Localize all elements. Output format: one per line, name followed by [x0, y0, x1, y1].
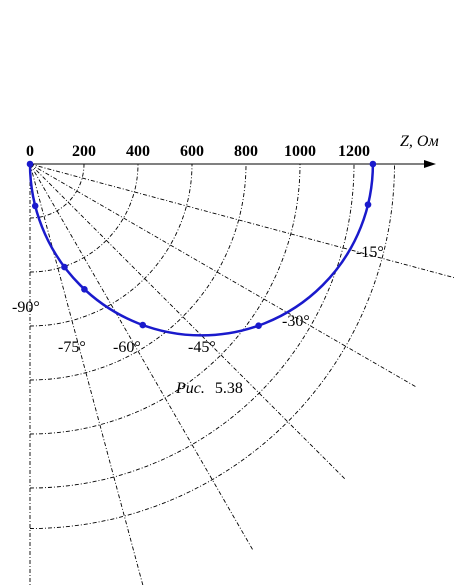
locus-point — [369, 160, 377, 168]
angle-labels: -15° -30° -45° -60° -75° -90° — [12, 244, 384, 356]
z-tick-label: 1200 — [338, 143, 370, 160]
locus-point — [31, 202, 39, 210]
magnitude-arc — [29, 163, 301, 435]
angle-label: -90° — [12, 299, 40, 316]
angle-ray-line — [29, 163, 254, 551]
figure-caption: Рис. 5.38 — [175, 380, 243, 397]
angle-label: -60° — [113, 339, 141, 356]
magnitude-arc — [29, 163, 247, 381]
magnitude-arc — [29, 163, 395, 529]
angle-ray-line — [29, 163, 346, 480]
angle-label: -45° — [188, 339, 216, 356]
locus-point — [139, 321, 147, 329]
angle-ray-line — [29, 163, 454, 279]
z-tick-label: 200 — [72, 143, 96, 160]
z-tick-label: 0 — [26, 143, 34, 160]
angle-ray-line — [29, 163, 144, 585]
angle-ray-line — [29, 163, 417, 388]
locus-point — [255, 322, 262, 329]
locus-points — [26, 160, 377, 329]
locus-point — [81, 285, 88, 293]
figure-caption-prefix: Рис. — [175, 380, 205, 397]
magnitude-arc — [29, 163, 85, 219]
figure-caption-number: 5.38 — [215, 380, 243, 397]
z-axis-ticks: 0 200 400 600 800 1000 1200 — [26, 143, 370, 160]
magnitude-arc — [29, 163, 193, 327]
z-axis-arrow-icon — [424, 160, 436, 168]
z-tick-label: 600 — [180, 143, 204, 160]
angle-label: -75° — [58, 339, 86, 356]
z-axis — [30, 160, 436, 168]
angle-label: -30° — [282, 313, 310, 330]
impedance-locus-curve — [28, 163, 375, 337]
z-tick-label: 1000 — [284, 143, 316, 160]
angle-label: -15° — [356, 244, 384, 261]
magnitude-arc — [29, 163, 139, 273]
locus-point — [26, 160, 34, 168]
polar-grid — [29, 163, 454, 585]
z-axis-label: Z, Ом — [400, 133, 439, 150]
z-tick-label: 400 — [126, 143, 150, 160]
locus-point — [364, 201, 372, 208]
z-tick-label: 800 — [234, 143, 258, 160]
magnitude-arc — [29, 163, 355, 489]
locus-point — [61, 263, 68, 271]
